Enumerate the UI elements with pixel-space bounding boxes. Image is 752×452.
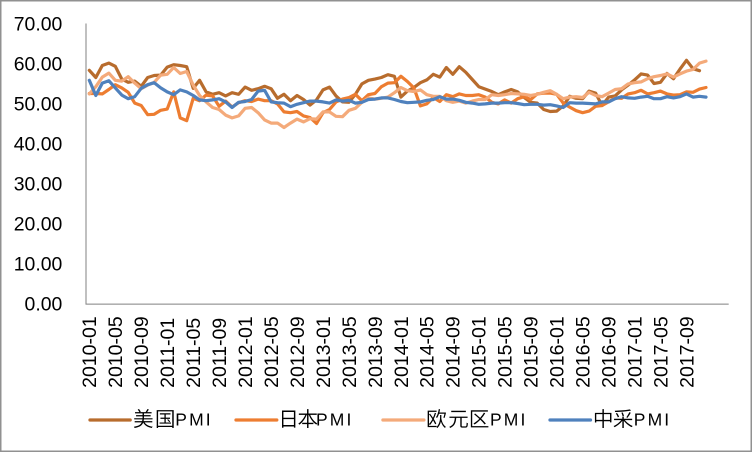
svg-text:2014-01: 2014-01 [391, 316, 413, 388]
svg-text:60.00: 60.00 [14, 54, 63, 76]
svg-text:20.00: 20.00 [14, 214, 63, 236]
svg-text:2011-09: 2011-09 [209, 318, 231, 388]
svg-text:2017-09: 2017-09 [676, 316, 698, 388]
svg-text:70.00: 70.00 [14, 14, 63, 36]
svg-text:2014-09: 2014-09 [443, 316, 465, 388]
svg-text:2015-01: 2015-01 [469, 316, 491, 388]
svg-text:2015-05: 2015-05 [495, 316, 517, 388]
svg-text:0.00: 0.00 [25, 294, 63, 316]
svg-text:PMI: PMI [634, 410, 671, 430]
svg-text:2013-01: 2013-01 [313, 316, 335, 388]
svg-text:2015-09: 2015-09 [521, 316, 543, 388]
svg-text:PMI: PMI [175, 410, 212, 430]
svg-text:2016-09: 2016-09 [599, 316, 621, 388]
svg-text:2016-01: 2016-01 [547, 316, 569, 388]
svg-text:PMI: PMI [490, 410, 527, 430]
svg-text:2011-01: 2011-01 [157, 318, 179, 388]
svg-text:2013-09: 2013-09 [365, 316, 387, 388]
svg-text:2017-05: 2017-05 [650, 316, 672, 388]
svg-text:2010-01: 2010-01 [79, 316, 101, 388]
svg-text:2013-05: 2013-05 [339, 316, 361, 388]
svg-text:PMI: PMI [316, 410, 353, 430]
svg-text:2017-01: 2017-01 [625, 316, 647, 388]
svg-text:2010-05: 2010-05 [105, 316, 127, 388]
svg-text:30.00: 30.00 [14, 174, 63, 196]
svg-text:2016-05: 2016-05 [573, 316, 595, 388]
svg-text:2010-09: 2010-09 [131, 316, 153, 388]
svg-text:40.00: 40.00 [14, 134, 63, 156]
svg-text:2012-05: 2012-05 [261, 316, 283, 388]
svg-text:2012-01: 2012-01 [235, 316, 257, 388]
svg-text:2011-05: 2011-05 [183, 318, 205, 388]
svg-text:50.00: 50.00 [14, 94, 63, 116]
svg-text:10.00: 10.00 [14, 254, 63, 276]
svg-text:2012-09: 2012-09 [287, 316, 309, 388]
svg-text:2014-05: 2014-05 [417, 316, 439, 388]
